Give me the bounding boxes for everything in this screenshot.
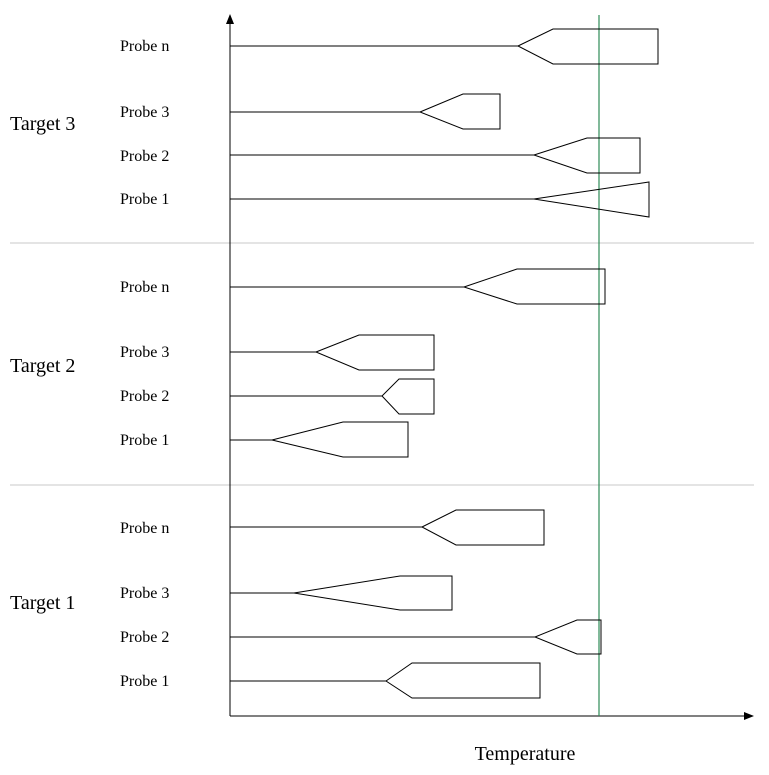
probe-bar xyxy=(230,509,545,546)
probe-bar xyxy=(230,334,435,371)
probe-label: Probe 1 xyxy=(120,432,169,449)
probe-bar xyxy=(230,268,606,305)
probe-label: Probe 2 xyxy=(120,629,169,646)
probe-label: Probe 1 xyxy=(120,673,169,690)
probe-bar xyxy=(230,619,602,655)
probe-label: Probe n xyxy=(120,520,169,537)
probe-label: Probe n xyxy=(120,279,169,296)
probe-bar xyxy=(230,575,453,611)
probe-label: Probe n xyxy=(120,38,169,55)
probe-bar xyxy=(230,137,641,174)
probe-label: Probe 3 xyxy=(120,344,169,361)
probe-bar xyxy=(230,421,409,458)
x-axis-title: Temperature xyxy=(475,743,576,765)
probe-label: Probe 1 xyxy=(120,191,169,208)
target-label: Target 2 xyxy=(10,355,75,377)
probe-bar xyxy=(230,662,541,699)
probe-label: Probe 3 xyxy=(120,585,169,602)
probe-label: Probe 2 xyxy=(120,388,169,405)
probe-bar xyxy=(230,93,501,130)
target-label: Target 3 xyxy=(10,113,75,135)
probe-bar xyxy=(230,28,659,65)
probe-label: Probe 2 xyxy=(120,148,169,165)
probe-bar xyxy=(230,378,435,415)
probe-bar xyxy=(230,181,650,218)
probe-label: Probe 3 xyxy=(120,104,169,121)
target-label: Target 1 xyxy=(10,592,75,614)
